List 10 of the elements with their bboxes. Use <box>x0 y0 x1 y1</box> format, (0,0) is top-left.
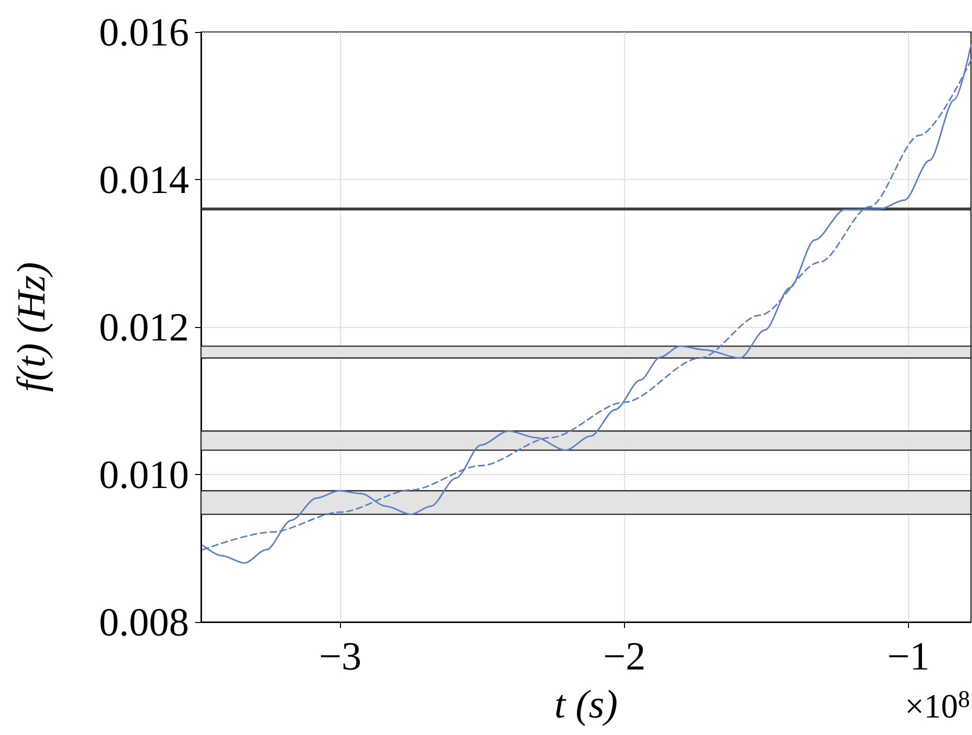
x-tick-label: −1 <box>887 634 930 678</box>
y-tick-label: 0.012 <box>99 304 189 350</box>
y-tick-label: 0.016 <box>99 10 189 54</box>
x-axis-title: t (s) <box>554 682 618 726</box>
y-tick-label: 0.014 <box>99 157 189 202</box>
x-tick-label: −3 <box>318 634 362 678</box>
y-axis-title: f(t) (Hz) <box>8 262 54 392</box>
y-tick-label: 0.008 <box>99 600 189 644</box>
y-tick-label: 0.010 <box>99 452 189 497</box>
x-tick-label: −2 <box>603 634 646 678</box>
